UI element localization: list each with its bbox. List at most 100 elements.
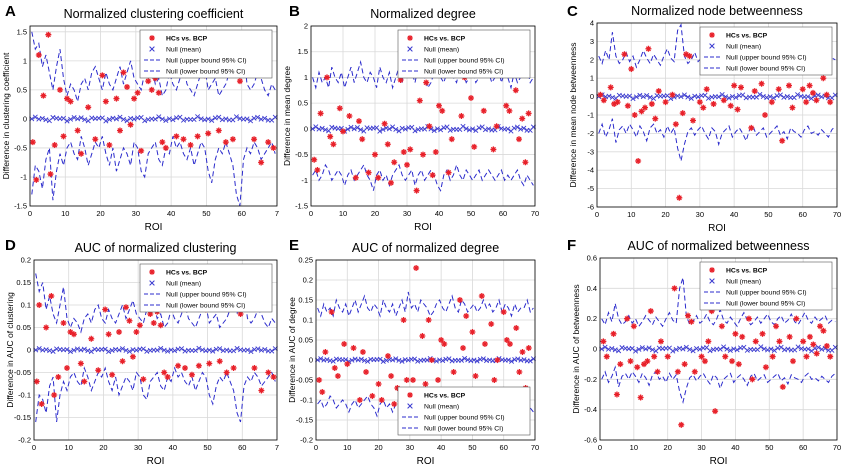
observed-point [685, 312, 692, 319]
observed-point [216, 358, 223, 365]
x-tick-label: 30 [697, 443, 705, 452]
null-mean-marker [707, 348, 713, 354]
null-mean-marker [262, 347, 268, 353]
null-mean-marker [438, 127, 444, 133]
null-mean-marker [609, 346, 615, 352]
null-mean-marker [815, 344, 821, 350]
null-mean-marker [644, 92, 650, 99]
observed-point [113, 95, 120, 102]
x-tick-label: 20 [371, 209, 379, 218]
y-tick-label: 1.5 [298, 47, 308, 56]
observed-point [634, 364, 641, 371]
observed-point [436, 102, 442, 109]
null-mean-marker [606, 93, 612, 99]
observed-point [519, 115, 526, 122]
observed-point [388, 373, 395, 379]
observed-point [488, 321, 495, 327]
null-mean-marker [244, 347, 251, 353]
observed-point [314, 167, 321, 173]
x-tick-label: 50 [467, 209, 475, 218]
null-mean-marker [262, 115, 268, 121]
null-mean-marker [349, 357, 355, 363]
null-mean-marker [470, 126, 476, 132]
observed-point [806, 82, 813, 89]
observed-point [138, 147, 145, 154]
observed-point [624, 315, 631, 322]
observed-point [678, 421, 685, 428]
null-mean-marker [690, 348, 696, 354]
null-mean-marker [324, 357, 330, 363]
y-tick-label: 0.05 [298, 336, 313, 345]
null-mean-marker [646, 345, 652, 351]
y-tick-label: 0.1 [21, 301, 31, 310]
null-upper-bound-line [601, 277, 836, 328]
observed-point [712, 408, 719, 415]
null-mean-marker [505, 357, 511, 363]
x-tick-label: 20 [664, 443, 672, 452]
x-tick-label: 10 [343, 443, 351, 452]
observed-point [688, 318, 695, 325]
null-mean-marker [234, 345, 240, 351]
null-mean-marker [209, 117, 215, 123]
legend-label-lower: Null (lower bound 95% CI) [166, 303, 245, 310]
observed-point [522, 159, 529, 166]
x-tick-label: 50 [468, 443, 476, 452]
y-tick-label: 0.2 [21, 256, 31, 265]
observed-point [645, 45, 652, 52]
null-mean-marker [815, 92, 821, 98]
observed-point [331, 365, 338, 371]
y-axis-label: Difference in AUC of betweenness [571, 284, 581, 413]
null-mean-marker [466, 127, 472, 133]
observed-point [820, 75, 827, 82]
null-mean-marker [784, 94, 790, 100]
observed-point [400, 317, 407, 323]
x-tick-label: 60 [799, 210, 807, 219]
panel-letter: C [567, 3, 578, 20]
null-mean-marker [354, 125, 360, 131]
observed-point [806, 333, 813, 340]
panel-letter: D [5, 237, 16, 254]
y-axis-label: Difference in mean node betweenness [568, 43, 578, 188]
observed-point [732, 330, 739, 337]
legend-label-lower: Null (lower bound 95% CI) [166, 69, 245, 76]
observed-point [134, 89, 141, 96]
null-mean-marker [318, 356, 324, 362]
observed-point [752, 338, 759, 345]
observed-point [317, 110, 324, 117]
chart-title: AUC of normalized betweenness [627, 239, 809, 253]
legend-label-upper: Null (upper bound 95% CI) [424, 415, 504, 422]
legend-label-mean: Null (mean) [726, 279, 761, 286]
null-mean-marker [159, 116, 165, 122]
null-mean-marker [255, 114, 261, 120]
observed-point [180, 136, 187, 143]
null-mean-marker [170, 117, 176, 123]
observed-point [33, 378, 40, 385]
null-mean-marker [771, 347, 777, 354]
y-axis-label: Difference in AUC of degree [287, 297, 297, 403]
observed-point [316, 377, 323, 383]
null-mean-marker [223, 116, 229, 122]
observed-point [503, 337, 510, 343]
null-mean-marker [180, 117, 187, 123]
observed-point [116, 329, 123, 335]
null-mean-marker [36, 346, 42, 352]
legend-label-lower: Null (lower bound 95% CI) [726, 66, 805, 73]
null-mean-marker [602, 344, 608, 350]
observed-point [182, 365, 189, 371]
observed-point [813, 350, 820, 357]
observed-point [391, 159, 398, 166]
chart-title: AUC of normalized degree [352, 241, 499, 255]
chart-title: Normalized clustering coefficient [64, 7, 244, 21]
axes-frame [596, 22, 838, 208]
observed-point [429, 172, 436, 179]
x-tick-label: 7 [275, 209, 279, 218]
null-mean-marker [405, 357, 411, 363]
observed-point [369, 393, 376, 399]
null-mean-marker [721, 344, 727, 350]
observed-point [789, 104, 796, 111]
observed-point [610, 330, 617, 337]
observed-point [150, 320, 157, 326]
observed-point [810, 341, 817, 348]
null-mean-marker [126, 348, 132, 355]
null-mean-marker [393, 356, 399, 362]
